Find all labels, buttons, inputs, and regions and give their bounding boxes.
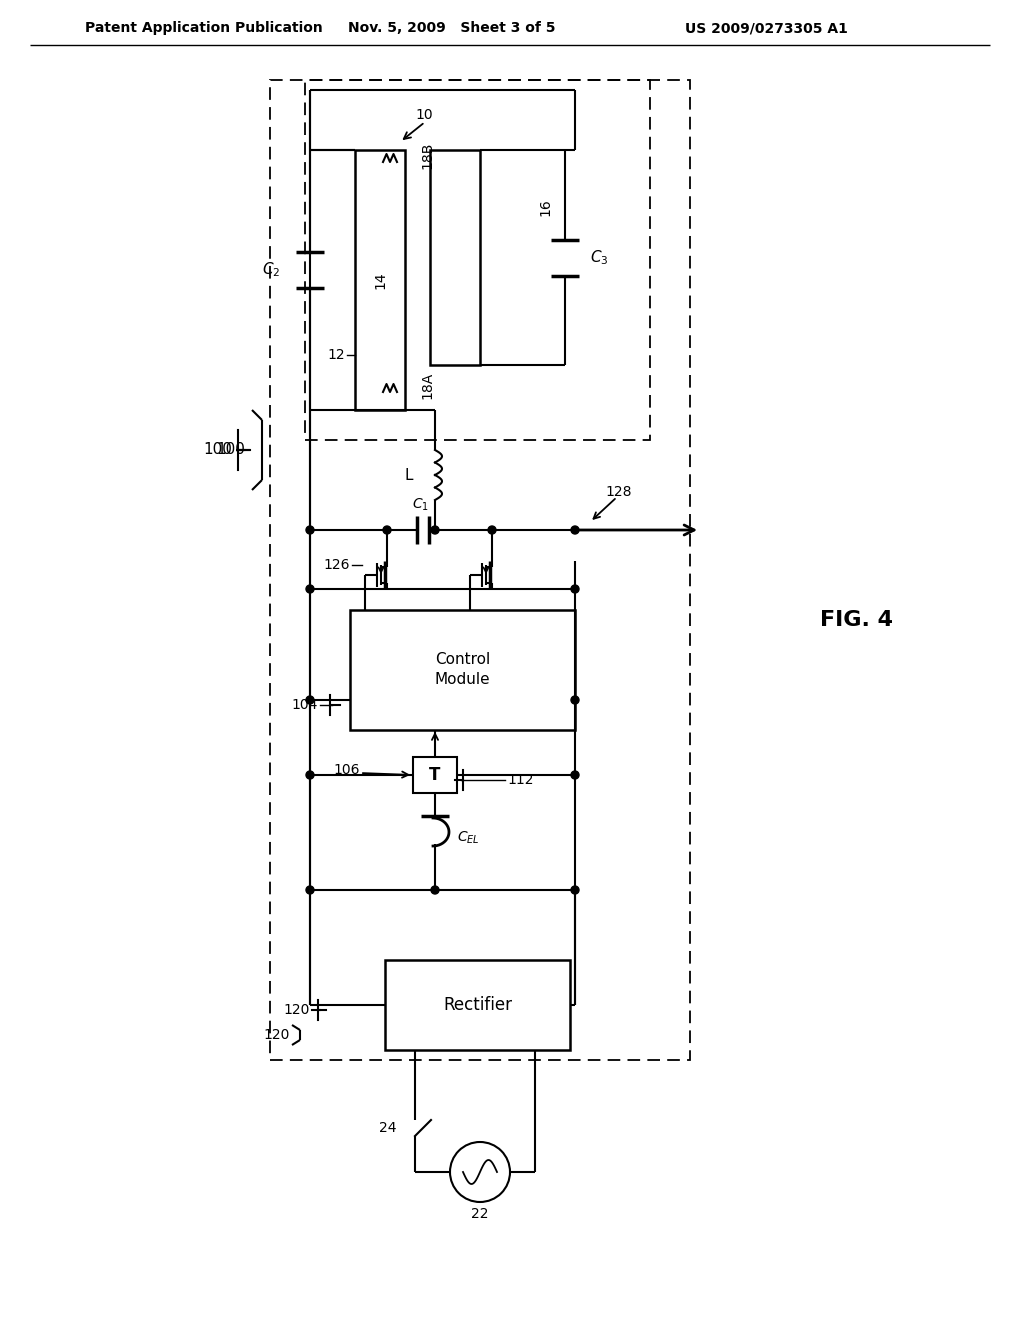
Text: 22: 22 [471,1206,488,1221]
Text: 112: 112 [507,774,534,787]
Bar [350,610,575,730]
Text: $C_1$: $C_1$ [412,496,428,513]
Circle shape [571,771,579,779]
Text: 10: 10 [415,108,432,121]
Text: Module: Module [434,672,490,688]
Text: 120: 120 [284,1003,310,1016]
Text: US 2009/0273305 A1: US 2009/0273305 A1 [685,21,848,36]
Text: $C_{EL}$: $C_{EL}$ [457,830,479,846]
Circle shape [488,525,496,535]
Circle shape [571,886,579,894]
Bar [413,756,457,793]
Text: 18B: 18B [420,141,434,169]
Text: 104: 104 [292,698,318,711]
Text: L: L [404,467,413,483]
Text: 106: 106 [334,763,360,777]
Bar [355,150,406,411]
Text: Control: Control [435,652,490,668]
Circle shape [306,585,314,593]
Text: 24: 24 [380,1121,397,1135]
Bar [430,150,480,366]
Circle shape [571,585,579,593]
Circle shape [306,886,314,894]
Circle shape [431,886,439,894]
Bar [305,81,650,440]
Text: 128: 128 [605,484,632,499]
Text: Nov. 5, 2009   Sheet 3 of 5: Nov. 5, 2009 Sheet 3 of 5 [348,21,556,36]
Bar [385,960,570,1049]
Text: 126: 126 [324,558,350,572]
Text: 16: 16 [538,198,552,216]
Text: 12: 12 [328,348,345,362]
Circle shape [306,696,314,704]
Text: Patent Application Publication: Patent Application Publication [85,21,323,36]
Text: $C_2$: $C_2$ [262,260,280,280]
Circle shape [306,525,314,535]
Bar [270,81,690,1060]
Circle shape [571,696,579,704]
Circle shape [431,525,439,535]
Circle shape [306,771,314,779]
Text: $C_3$: $C_3$ [590,248,608,267]
Text: 100: 100 [203,442,232,458]
Text: 100: 100 [216,442,245,458]
Text: FIG. 4: FIG. 4 [820,610,893,630]
Text: 18A: 18A [420,371,434,399]
Circle shape [383,525,391,535]
Text: Rectifier: Rectifier [443,997,512,1014]
Text: T: T [429,766,440,784]
Text: 120: 120 [263,1028,290,1041]
Circle shape [571,525,579,535]
Text: 14: 14 [373,271,387,289]
